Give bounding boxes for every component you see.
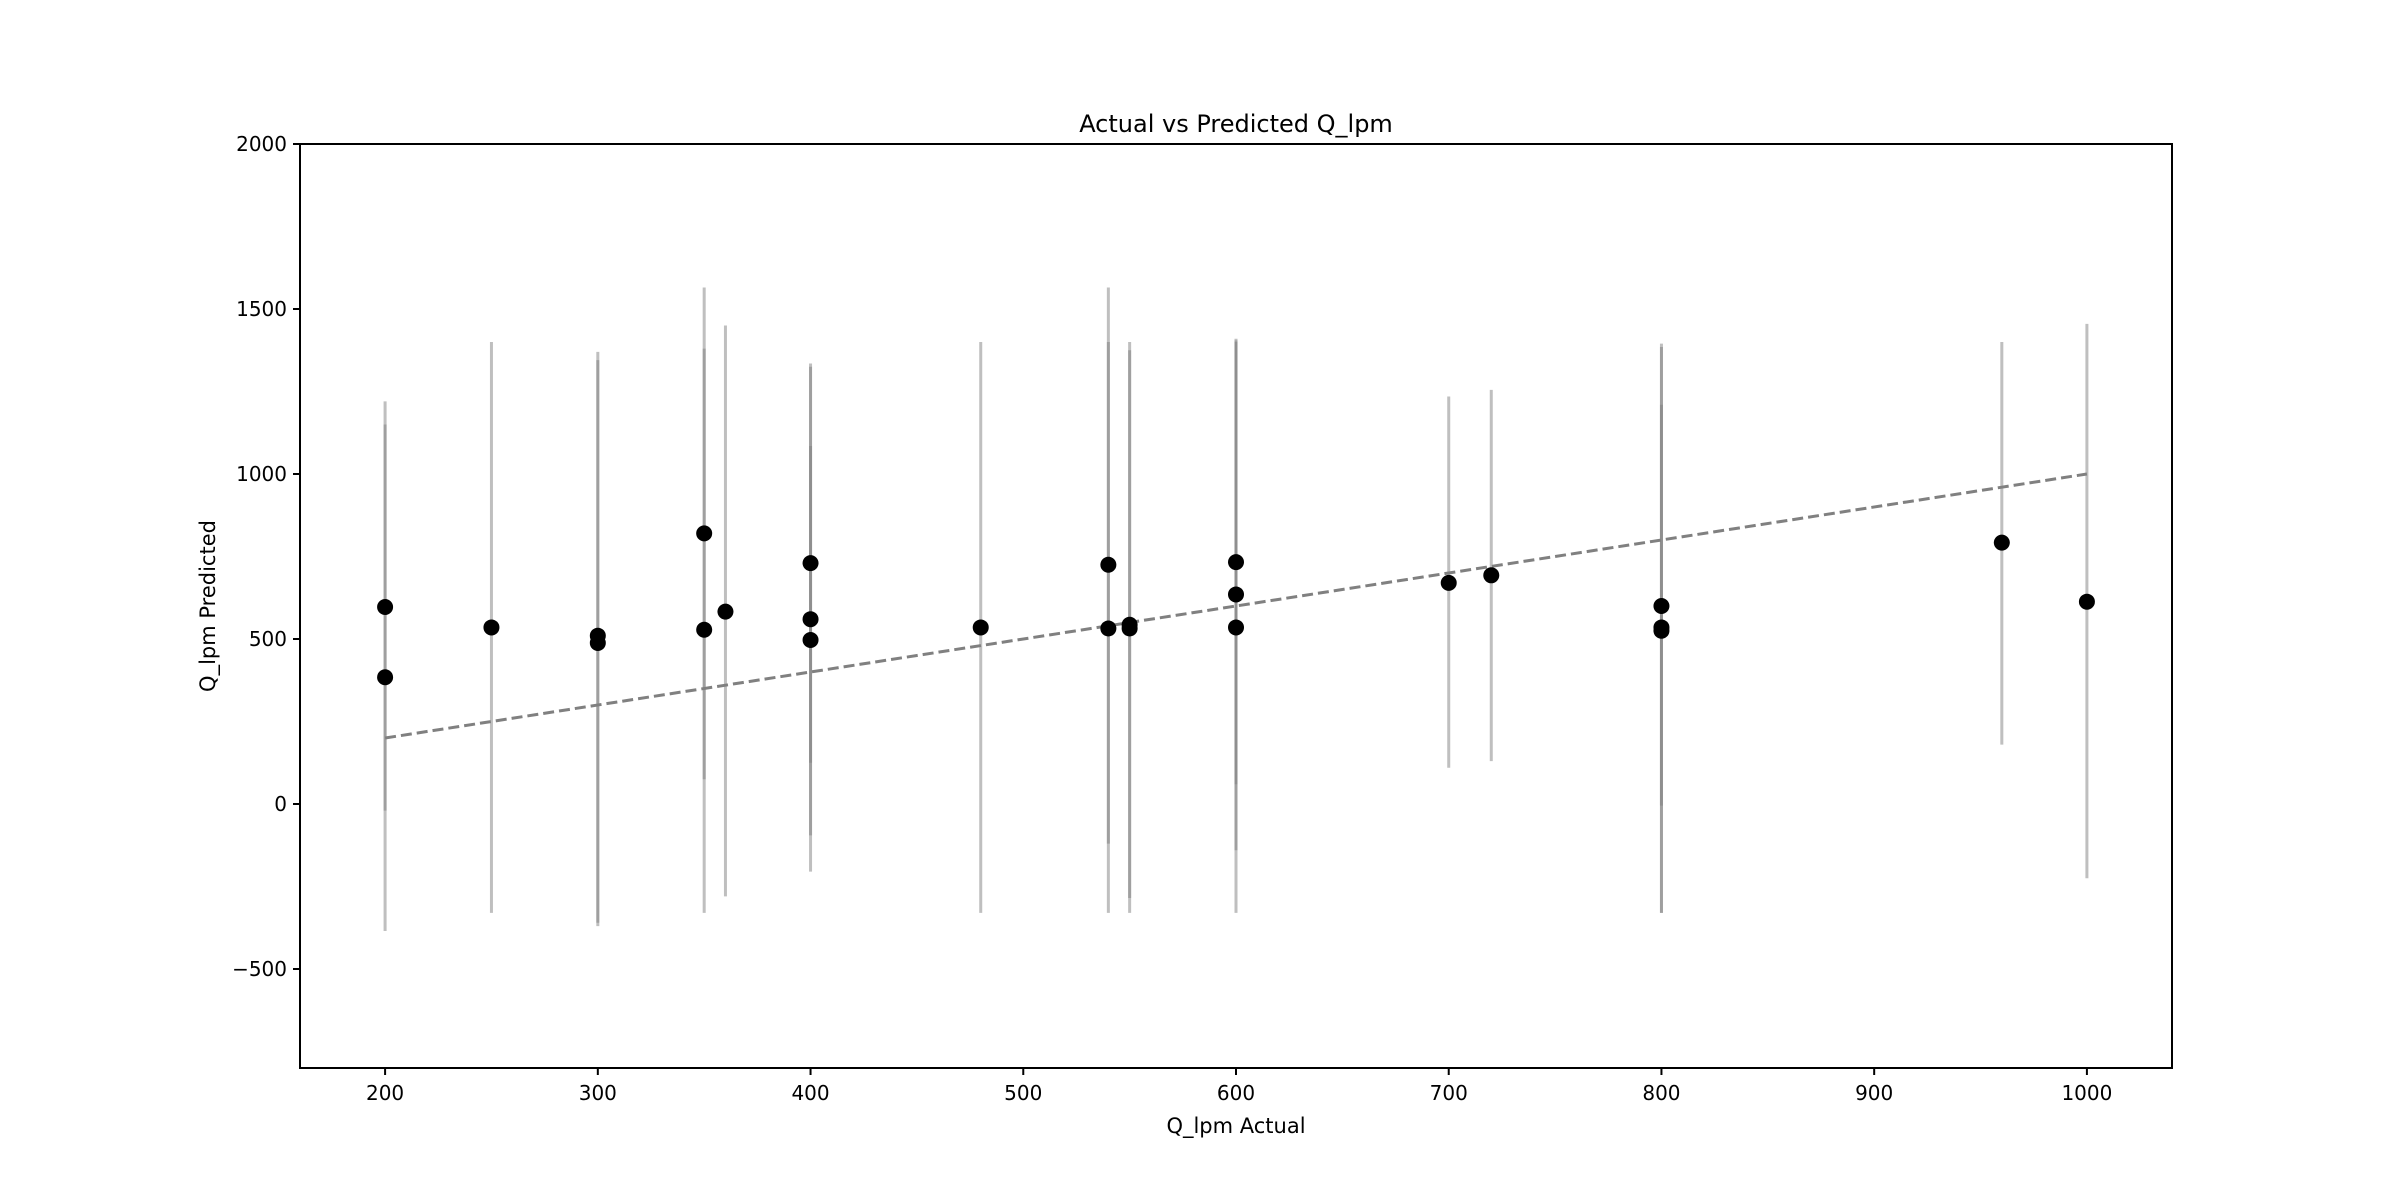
data-point [2078,593,2095,610]
data-point [802,631,819,648]
data-point [1653,598,1670,614]
x-tick-label: 200 [366,1081,404,1105]
x-tick-label: 700 [1430,1081,1468,1105]
x-tick-label: 300 [579,1081,617,1105]
data-point [1228,619,1244,636]
data-point [1228,554,1244,571]
data-point [717,603,734,620]
data-point [1121,620,1138,637]
data-point [802,611,819,628]
x-axis-label: Q_lpm Actual [1166,1114,1305,1139]
x-axis: 200 300 400 500 600 700 800 900 1000 [366,1068,2112,1105]
x-tick-label: 900 [1855,1081,1893,1105]
y-tick-label: 2000 [236,132,287,156]
data-point [1100,556,1117,573]
x-tick-label: 1000 [2061,1081,2112,1105]
data-point [377,598,394,615]
point-layer [377,525,2095,686]
x-tick-label: 600 [1217,1081,1255,1105]
x-tick-label: 800 [1642,1081,1680,1105]
data-point [1440,574,1457,591]
y-axis-label: Q_lpm Predicted [196,520,221,692]
y-tick-label: 1500 [236,297,287,321]
x-tick-label: 400 [791,1081,829,1105]
data-point [1228,586,1244,603]
data-point [972,619,989,636]
data-point [589,634,606,651]
y-tick-label: 0 [274,792,287,816]
y-tick-label: −500 [232,957,287,981]
data-point [802,555,819,572]
data-point [696,621,713,638]
y-tick-label: 1000 [236,462,287,486]
data-point [377,669,394,686]
data-point [1653,622,1670,639]
chart-title: Actual vs Predicted Q_lpm [1079,110,1393,138]
y-tick-label: 500 [249,627,287,651]
y-axis: −500 0 500 1000 1500 2000 [232,132,300,981]
x-tick-label: 500 [1004,1081,1042,1105]
data-point [1100,620,1117,637]
data-point [1993,534,2010,551]
data-point [483,619,500,636]
data-point [696,525,713,542]
data-point [1483,567,1500,584]
